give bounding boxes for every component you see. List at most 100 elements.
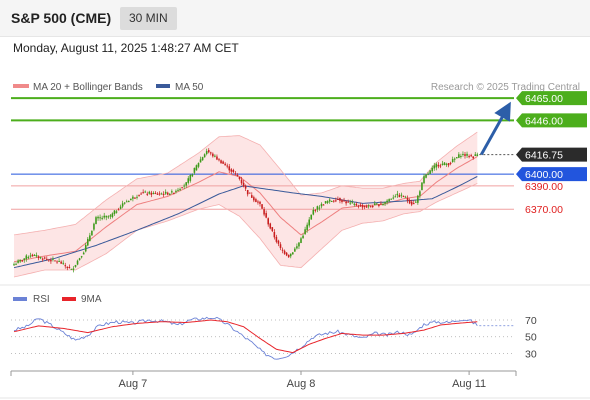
- chart-datetime: Monday, August 11, 2025 1:48:27 AM CET: [13, 41, 239, 55]
- x-axis-labels: Aug 7 Aug 8 Aug 11: [119, 371, 486, 390]
- candle-body: [474, 154, 477, 156]
- level-tag: 6446.00: [516, 113, 587, 128]
- legend-label-9ma: 9MA: [81, 294, 102, 305]
- candle-body: [357, 205, 360, 207]
- candle-body: [324, 201, 327, 204]
- candle-body: [242, 182, 245, 187]
- candle-body: [234, 173, 237, 175]
- candle-body: [392, 197, 395, 199]
- candle-body: [472, 156, 474, 159]
- candle-body: [318, 207, 321, 209]
- candle-body: [232, 170, 235, 173]
- candle-body: [384, 202, 386, 204]
- candle-body: [80, 256, 83, 258]
- candle-body: [355, 203, 358, 206]
- candle-body: [248, 192, 251, 194]
- candle-body: [207, 150, 210, 153]
- candle-body: [60, 261, 62, 264]
- level-tag: 6400.00: [516, 167, 587, 182]
- candle-body: [179, 188, 181, 190]
- candle-body: [302, 235, 304, 239]
- candle-body: [462, 153, 464, 155]
- candle-body: [31, 254, 34, 257]
- candle-body: [351, 202, 354, 204]
- candle-body: [417, 195, 419, 203]
- legend-swatch-ma20: [13, 84, 29, 88]
- candle-body: [43, 257, 46, 259]
- candle-body: [322, 204, 325, 206]
- candle-body: [56, 261, 58, 263]
- candle-body: [212, 153, 214, 157]
- candle-body: [437, 164, 440, 167]
- candle-body: [228, 166, 231, 171]
- candle-body: [333, 200, 335, 202]
- x-axis-label: Aug 7: [119, 378, 148, 390]
- candle-body: [396, 193, 399, 196]
- x-axis-label: Aug 11: [452, 378, 486, 390]
- candle-body: [353, 203, 356, 205]
- candle-body: [427, 173, 429, 175]
- rsi-tick-label: 70: [525, 315, 537, 327]
- candle-body: [21, 260, 23, 262]
- candle-body: [35, 255, 38, 257]
- candle-body: [19, 259, 21, 262]
- candle-body: [111, 213, 114, 218]
- candle-body: [269, 223, 272, 229]
- candle-body: [33, 255, 36, 257]
- candle-body: [400, 194, 403, 196]
- candle-body: [476, 154, 479, 157]
- rsi-line: [13, 316, 478, 360]
- candle-body: [95, 217, 97, 224]
- candle-body: [466, 153, 468, 156]
- candle-body: [244, 185, 247, 189]
- candle-body: [421, 182, 423, 191]
- level-tag-label: 6370.00: [525, 204, 563, 216]
- timeframe-selector[interactable]: 30 MIN: [120, 7, 177, 30]
- candle-body: [68, 266, 71, 268]
- candle-body: [431, 167, 433, 172]
- candle-body: [277, 240, 280, 244]
- candle-body: [37, 256, 40, 259]
- candle-body: [433, 165, 436, 169]
- candle-body: [66, 266, 69, 269]
- forecast-arrow: [479, 101, 511, 156]
- bollinger-band-area: [14, 132, 478, 277]
- candle-body: [394, 196, 397, 198]
- candle-body: [187, 178, 190, 183]
- candle-body: [376, 203, 378, 205]
- candle-body: [363, 205, 366, 207]
- candle-body: [402, 196, 405, 198]
- candle-body: [72, 268, 75, 270]
- candle-body: [185, 182, 187, 186]
- candle-body: [456, 157, 458, 159]
- candle-body: [343, 200, 345, 202]
- candle-body: [183, 185, 185, 187]
- candle-body: [218, 159, 220, 161]
- level-tag-bg: [516, 147, 587, 162]
- candle-body: [449, 162, 452, 164]
- candle-body: [27, 257, 30, 259]
- candle-body: [138, 195, 140, 197]
- candle-body: [130, 198, 132, 201]
- candle-body: [166, 192, 169, 195]
- candle-body: [41, 258, 44, 260]
- candle-body: [386, 200, 388, 203]
- candle-body: [410, 201, 413, 205]
- legend-label-ma50: MA 50: [175, 82, 204, 93]
- candle-body: [255, 199, 257, 202]
- candle-body: [404, 196, 407, 198]
- candle-body: [367, 205, 370, 207]
- candle-body: [314, 209, 317, 211]
- candle-body: [195, 165, 198, 171]
- candle-body: [445, 163, 448, 165]
- candle-body: [308, 219, 310, 226]
- candle-body: [388, 199, 390, 202]
- candle-body: [335, 200, 337, 202]
- candle-body: [125, 201, 128, 203]
- candle-body: [148, 191, 151, 194]
- ma20-line: [13, 156, 478, 263]
- candle-body: [39, 257, 42, 259]
- candle-body: [78, 258, 81, 261]
- candle-body: [310, 214, 313, 220]
- candle-body: [292, 252, 294, 255]
